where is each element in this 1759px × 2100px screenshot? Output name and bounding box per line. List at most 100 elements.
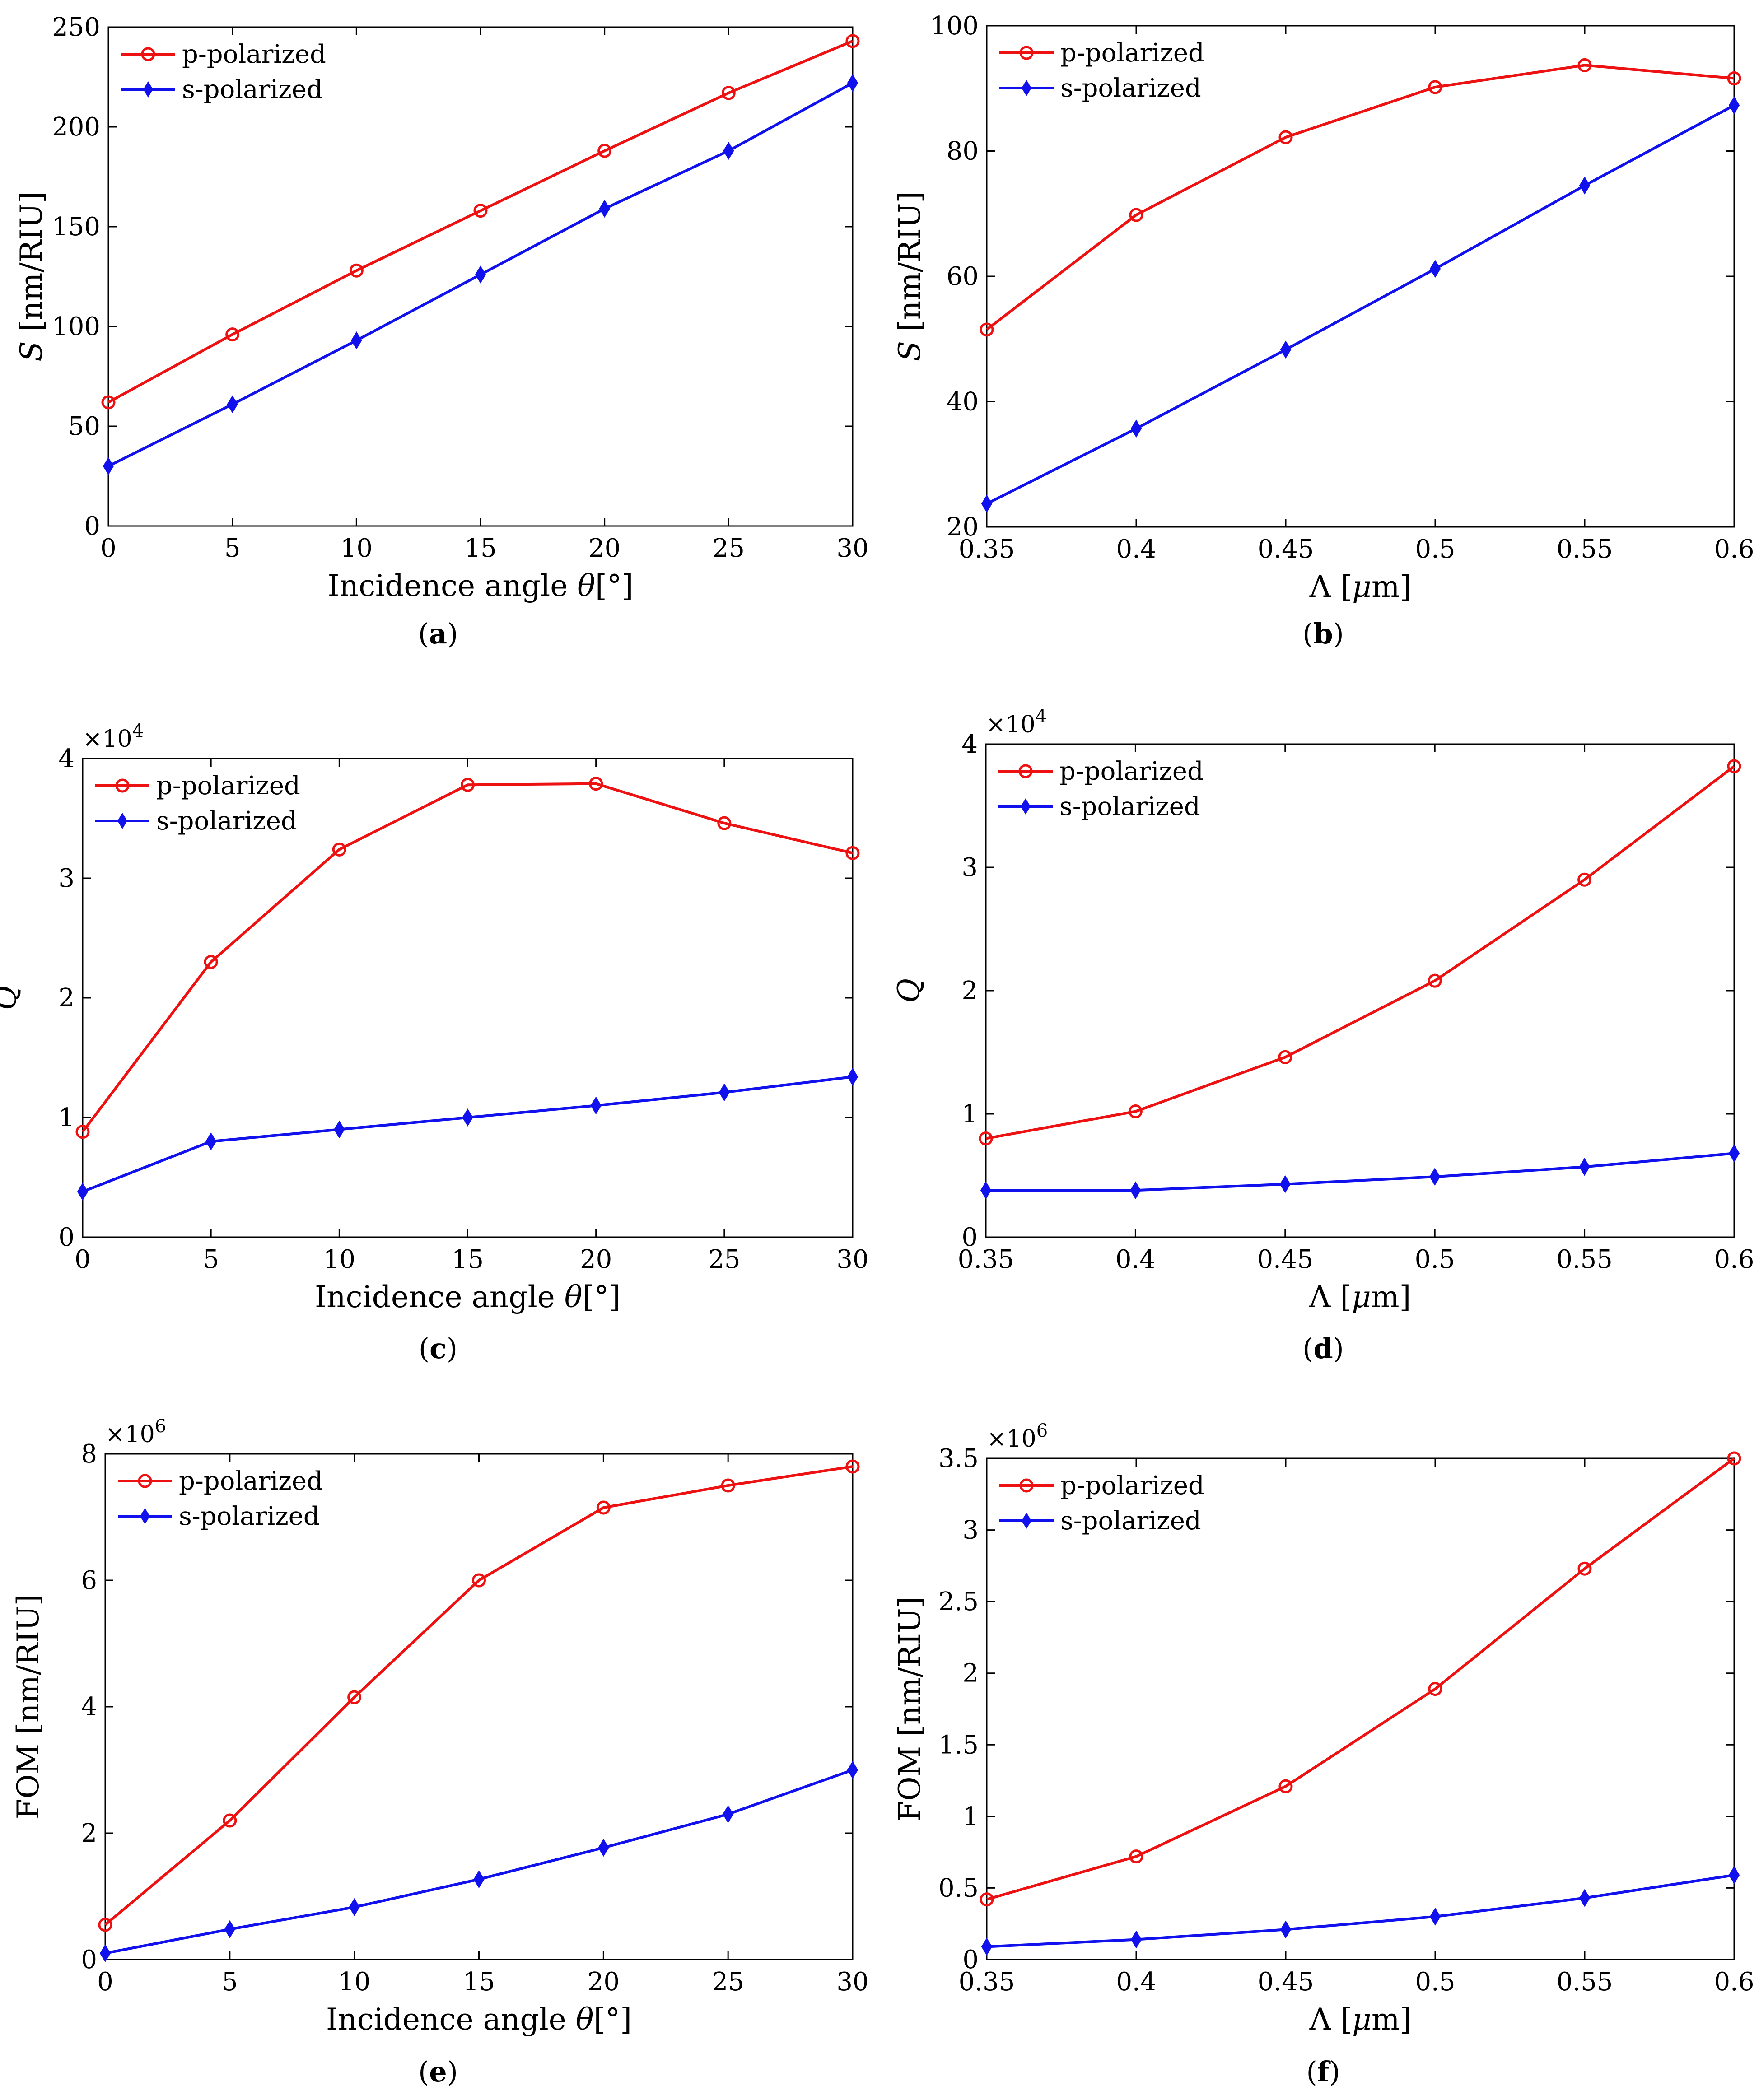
data-point-s-polarized (590, 1096, 602, 1115)
legend-label: s-polarized (1060, 74, 1201, 103)
data-point-s-polarized (1429, 1168, 1441, 1186)
series-line-s-polarized (986, 1152, 1735, 1192)
y-axis-multiplier: ×104 (986, 706, 1047, 738)
data-point-p-polarized (1727, 759, 1741, 773)
x-tick-label: 15 (452, 1245, 484, 1274)
legend-label: p-polarized (156, 771, 300, 801)
y-axis-label: FOM [nm/RIU] (11, 1594, 46, 1820)
y-tick-label: 8 (81, 1439, 97, 1469)
x-tick-label: 0.4 (1115, 1245, 1156, 1274)
data-point-s-polarized (224, 1920, 236, 1938)
data-point-p-polarized (1278, 1779, 1293, 1793)
series-line-s-polarized (105, 1769, 854, 1955)
data-point-p-polarized (845, 34, 860, 48)
data-point-s-polarized (475, 265, 486, 284)
data-point-p-polarized (721, 1478, 735, 1493)
legend-diamond-marker (1022, 1513, 1031, 1529)
x-tick-label: 0 (97, 1967, 113, 1997)
x-tick-label: 0.6 (1714, 1245, 1754, 1274)
data-point-s-polarized (1728, 1866, 1740, 1884)
data-point-s-polarized (719, 1083, 730, 1102)
x-tick-label: 0.5 (1415, 1967, 1455, 1997)
series-line-p-polarized (986, 1457, 1735, 1901)
y-axis-label: S [nm/RIU] (892, 191, 927, 361)
data-point-s-polarized (1280, 340, 1292, 359)
y-tick-label: 0 (58, 1223, 75, 1252)
data-point-p-polarized (223, 1813, 237, 1828)
x-tick-label: 0.45 (1257, 1245, 1313, 1274)
legend-label: s-polarized (179, 1502, 320, 1531)
data-point-s-polarized (77, 1183, 89, 1201)
x-tick-label: 0.4 (1116, 1967, 1156, 1997)
data-point-p-polarized (589, 777, 603, 791)
x-tick-label: 10 (323, 1245, 355, 1274)
x-tick-label: 0.45 (1258, 1967, 1314, 1997)
data-point-s-polarized (1579, 1889, 1591, 1907)
data-point-s-polarized (1728, 96, 1740, 115)
data-point-s-polarized (981, 1937, 993, 1956)
series-line-p-polarized (986, 64, 1735, 331)
y-tick-label: 100 (930, 11, 979, 41)
y-tick-label: 3.5 (938, 1444, 979, 1473)
legend-diamond-marker (143, 81, 153, 98)
series-line-p-polarized (81, 782, 853, 1133)
legend-circle-marker (1019, 46, 1034, 60)
x-tick-label: 20 (588, 1967, 620, 1997)
x-tick-label: 5 (203, 1245, 219, 1274)
data-point-p-polarized (101, 395, 116, 410)
data-point-s-polarized (473, 1870, 485, 1889)
y-tick-label: 3 (58, 864, 75, 893)
y-tick-label: 20 (947, 512, 979, 542)
data-point-p-polarized (75, 1125, 90, 1139)
y-axis-label: Q (0, 986, 23, 1010)
x-tick-label: 15 (463, 1967, 495, 1997)
x-tick-label: 5 (222, 1967, 238, 1997)
y-tick-label: 0 (84, 512, 100, 541)
data-point-s-polarized (847, 74, 859, 92)
y-tick-label: 2 (961, 976, 978, 1006)
y-tick-label: 2.5 (938, 1587, 979, 1616)
legend-label: p-polarized (1060, 38, 1204, 68)
x-tick-label: 15 (464, 534, 496, 563)
data-point-s-polarized (1130, 1181, 1141, 1200)
data-point-s-polarized (351, 331, 362, 349)
x-tick-label: 30 (836, 1245, 868, 1274)
legend-diamond-marker (117, 813, 127, 829)
y-tick-label: 80 (947, 137, 979, 166)
data-point-p-polarized (1727, 71, 1741, 86)
data-point-p-polarized (980, 1892, 994, 1907)
data-point-p-polarized (721, 86, 736, 100)
x-axis-label: Λ [μm] (1309, 1280, 1411, 1314)
y-axis-multiplier: ×106 (105, 1416, 166, 1448)
x-tick-label: 10 (338, 1967, 370, 1997)
data-point-p-polarized (1428, 973, 1442, 988)
data-point-s-polarized (598, 1839, 609, 1857)
x-tick-label: 0.4 (1116, 535, 1156, 564)
data-point-s-polarized (1279, 1175, 1291, 1193)
x-tick-label: 0.35 (959, 535, 1015, 564)
panel-caption: (e) (418, 2055, 458, 2088)
data-point-s-polarized (1280, 1920, 1292, 1939)
x-axis-label: Incidence angle θ[°] (315, 1280, 621, 1314)
chart-panel-d: 0.35 0.4 0.45 0.5 0.55 0.6 0 1 2 3 4 ×104 Λ [μm] Qp-p… (891, 706, 1754, 1365)
x-tick-label: 0 (75, 1245, 91, 1274)
data-point-s-polarized (599, 200, 610, 218)
y-tick-label: 4 (81, 1692, 97, 1722)
legend-circle-marker (115, 778, 130, 793)
legend-label: s-polarized (1059, 792, 1200, 821)
x-tick-label: 0.55 (1556, 1245, 1613, 1274)
x-tick-label: 25 (712, 1967, 744, 1997)
data-point-p-polarized (1727, 1451, 1741, 1466)
y-tick-label: 1 (58, 1103, 75, 1132)
x-tick-label: 0.6 (1714, 535, 1754, 564)
y-axis-label: S [nm/RIU] (14, 191, 49, 361)
x-tick-label: 0 (100, 534, 117, 563)
x-tick-label: 25 (713, 534, 745, 563)
data-point-p-polarized (1278, 1050, 1292, 1064)
chart-panel-c: 0 5 10 15 20 25 30 0 1 2 3 4 ×104 Incidence angle θ[°… (0, 721, 869, 1365)
chart-panel-a: 0 5 10 15 20 25 30 0 50 100 150 200 250 Incidence ang… (14, 13, 869, 650)
data-point-p-polarized (1577, 58, 1592, 72)
y-tick-label: 100 (52, 312, 100, 341)
x-axis-label: Incidence angle θ[°] (328, 568, 634, 603)
